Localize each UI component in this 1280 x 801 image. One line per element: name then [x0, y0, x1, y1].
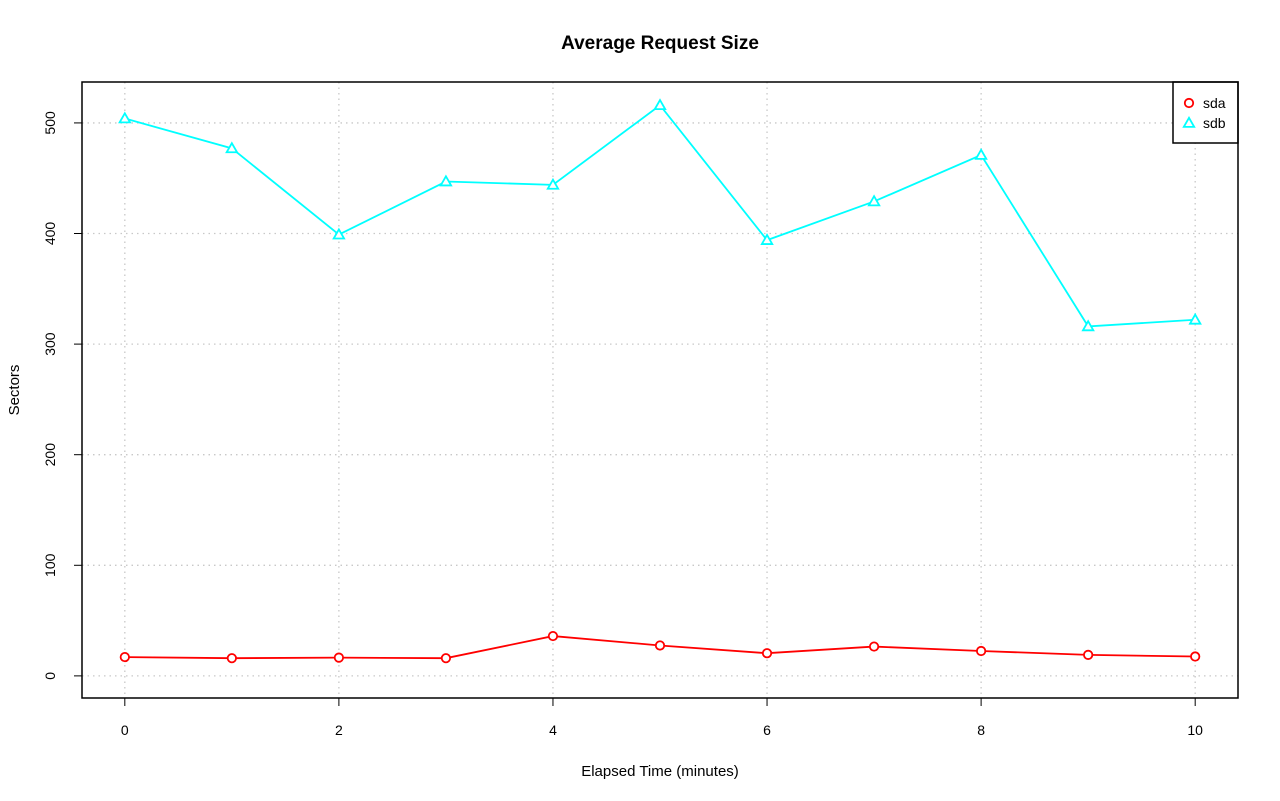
data-point-sda — [333, 652, 344, 663]
legend-marker-sda — [1183, 97, 1195, 109]
data-point-sdb — [1188, 312, 1202, 325]
x-tick-label: 10 — [1187, 722, 1203, 738]
series-line-sdb — [124, 103, 1196, 328]
data-point-sdb — [439, 174, 453, 187]
x-tick-label: 0 — [121, 722, 129, 738]
series-layer — [118, 98, 1202, 664]
data-point-sdb — [974, 147, 988, 160]
x-tick-label: 4 — [549, 722, 557, 738]
data-point-sda — [868, 641, 880, 652]
x-axis-label: Elapsed Time (minutes) — [581, 763, 739, 780]
y-tick-label: 200 — [42, 443, 58, 467]
data-point-sda — [761, 648, 773, 659]
data-point-sda — [440, 653, 452, 664]
data-point-sdb — [653, 98, 667, 111]
series-sdb — [118, 98, 1202, 332]
data-point-sda — [976, 645, 987, 657]
legend: sda sdb — [1172, 81, 1239, 144]
x-tick-label: 6 — [763, 722, 771, 738]
x-tick-label: 2 — [335, 722, 343, 738]
data-point-sdb — [118, 111, 132, 124]
y-tick-label: 400 — [42, 222, 58, 246]
data-point-sda — [119, 651, 130, 663]
y-tick-label: 300 — [42, 332, 58, 356]
x-tick-label: 8 — [977, 722, 985, 738]
legend-label-sda: sda — [1203, 95, 1226, 111]
y-tick-label: 500 — [42, 111, 58, 135]
y-axis-label: Sectors — [6, 365, 23, 416]
data-point-sdb — [332, 227, 346, 240]
data-point-sda — [547, 630, 559, 642]
data-point-sda — [1083, 649, 1094, 660]
series-sda — [119, 630, 1201, 664]
data-point-sdb — [546, 177, 560, 190]
data-point-sda — [654, 640, 666, 651]
legend-box — [1172, 81, 1239, 144]
legend-marker-sdb — [1182, 115, 1196, 128]
chart-title: Average Request Size — [561, 33, 759, 54]
data-point-sdb — [867, 194, 881, 207]
legend-label-sdb: sdb — [1203, 115, 1226, 131]
grid-lines — [82, 82, 1238, 698]
data-point-sdb — [225, 141, 239, 154]
data-point-sda — [1190, 651, 1201, 662]
y-tick-label: 100 — [42, 553, 58, 577]
plot-frame — [81, 81, 1239, 699]
y-tick-label: 0 — [42, 672, 58, 680]
data-point-sdb — [1081, 319, 1095, 332]
data-point-sda — [226, 653, 237, 664]
data-point-sdb — [760, 233, 774, 245]
